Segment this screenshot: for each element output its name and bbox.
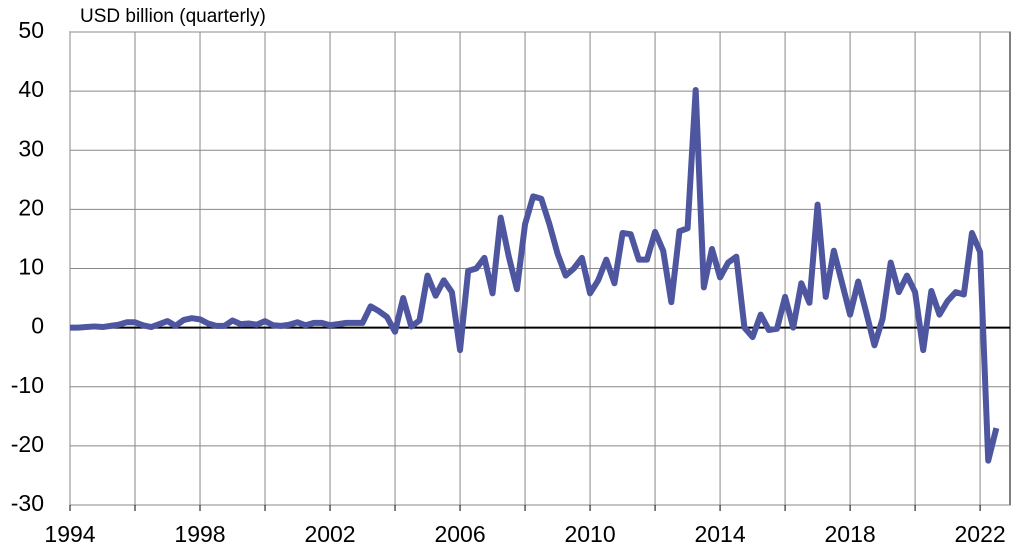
y-tick-label: -20 xyxy=(11,431,44,457)
x-tick-label: 2022 xyxy=(955,521,1006,547)
y-tick-label: 30 xyxy=(18,135,44,161)
x-tick-label: 2010 xyxy=(564,521,615,547)
x-tick-label: 2006 xyxy=(434,521,485,547)
x-tick-label: 2002 xyxy=(304,521,355,547)
x-tick-label: 1998 xyxy=(174,521,225,547)
x-tick-label: 1994 xyxy=(44,521,95,547)
y-tick-label: 20 xyxy=(18,194,44,220)
y-tick-label: -10 xyxy=(11,372,44,398)
x-tick-label: 2018 xyxy=(824,521,875,547)
y-tick-label: 40 xyxy=(18,76,44,102)
data-line xyxy=(70,86,1000,464)
x-tick-label: 2014 xyxy=(694,521,745,547)
y-tick-label: 10 xyxy=(18,254,44,280)
y-tick-label: 50 xyxy=(18,17,44,43)
y-tick-label: 0 xyxy=(31,313,44,339)
y-tick-label: -30 xyxy=(11,490,44,516)
chart-title: USD billion (quarterly) xyxy=(80,6,266,27)
